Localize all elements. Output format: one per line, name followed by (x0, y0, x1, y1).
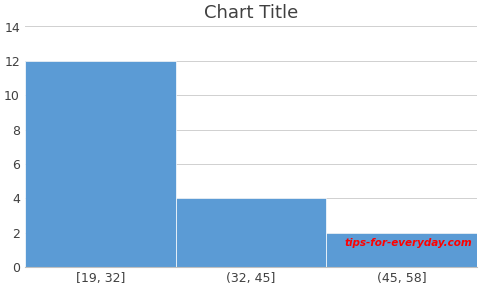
Text: tips-for-everyday.com: tips-for-everyday.com (344, 238, 471, 248)
Bar (325, 233, 476, 267)
Bar (25, 61, 175, 267)
Bar (175, 198, 325, 267)
Title: Chart Title: Chart Title (204, 4, 298, 22)
